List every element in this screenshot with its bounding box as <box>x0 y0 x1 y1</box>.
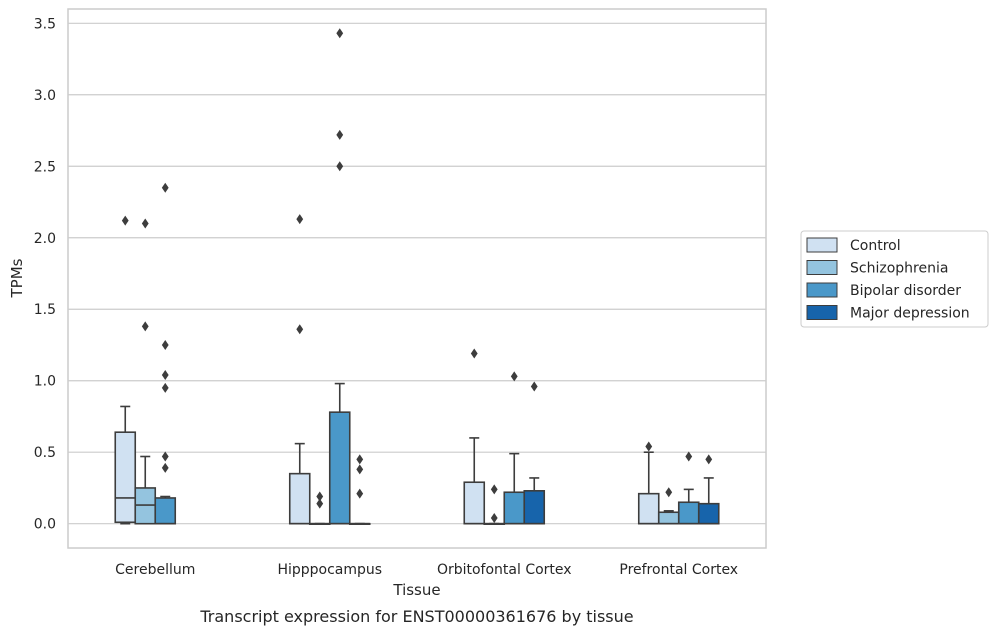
legend-swatch <box>806 260 838 275</box>
box-body <box>288 472 311 525</box>
outlier-point <box>296 214 304 225</box>
gridlines <box>68 22 766 525</box>
legend-label: Bipolar disorder <box>850 283 961 299</box>
y-tick-label: 2.5 <box>34 159 56 175</box>
x-tick-label: Orbitofontal Cortex <box>437 562 572 578</box>
outlier-point <box>645 441 653 452</box>
box-2-3 <box>523 381 546 525</box>
box-2-0 <box>463 348 486 525</box>
outlier-point <box>161 370 169 381</box>
outlier-point <box>161 382 169 393</box>
box-plot-series <box>114 28 720 525</box>
outlier-point <box>510 371 518 382</box>
chart-caption: Transcript expression for ENST0000036167… <box>199 607 633 626</box>
box-body <box>503 491 526 525</box>
box-3-2 <box>677 451 700 525</box>
outlier-point <box>336 28 344 39</box>
outlier-point <box>161 182 169 193</box>
x-tick-label: Cerebellum <box>115 562 195 578</box>
box-1-2 <box>328 28 351 525</box>
box-1-0 <box>288 214 311 525</box>
legend-swatch <box>806 305 838 320</box>
legend: Control Schizophrenia Bipolar disorder Majo… <box>800 230 989 328</box>
box-body <box>677 501 700 525</box>
outlier-point <box>161 451 169 462</box>
y-tick-label: 1.5 <box>34 302 56 318</box>
outlier-point <box>356 464 364 475</box>
y-tick-label: 3.0 <box>34 88 56 104</box>
legend-swatch <box>806 237 838 253</box>
box-0-1 <box>134 218 157 525</box>
outlier-point <box>336 129 344 140</box>
x-tick-label: Hipppocampus <box>277 562 382 578</box>
y-tick-label: 3.5 <box>34 16 56 32</box>
y-tick-label: 2.0 <box>34 231 56 247</box>
y-tick-label: 0.5 <box>34 445 56 461</box>
legend-swatch <box>806 282 838 298</box>
outlier-point <box>665 487 673 498</box>
box-1-3 <box>348 454 371 525</box>
box-body <box>114 431 137 524</box>
outlier-point <box>141 321 149 332</box>
box-3-1 <box>657 487 680 525</box>
box-0-0 <box>114 215 137 525</box>
legend-frame <box>800 230 989 328</box>
y-tick-labels: 0.0 0.5 1.0 1.5 2.0 2.5 3.0 3.5 <box>34 16 56 532</box>
outlier-point <box>296 324 304 335</box>
outlier-point <box>705 454 713 465</box>
box-body <box>463 481 486 525</box>
outlier-point <box>356 488 364 499</box>
box-body <box>328 411 351 525</box>
outlier-point <box>316 498 324 509</box>
legend-label: Control <box>850 238 901 254</box>
x-tick-labels: Cerebellum Hipppocampus Orbitofontal Corte… <box>115 562 738 578</box>
box-body <box>523 490 546 525</box>
x-tick-label: Prefrontal Cortex <box>619 562 738 578</box>
box-body <box>154 497 177 525</box>
y-axis-title: TPMs <box>8 258 26 298</box>
outlier-point <box>470 348 478 359</box>
outlier-point <box>490 484 498 495</box>
outlier-point <box>141 218 149 229</box>
y-tick-label: 1.0 <box>34 374 56 390</box>
outlier-point <box>356 454 364 465</box>
outlier-point <box>161 462 169 473</box>
outlier-point <box>530 381 538 392</box>
outlier-point <box>316 491 324 502</box>
box-2-2 <box>503 371 526 525</box>
outlier-point <box>121 215 129 226</box>
legend-label: Schizophrenia <box>850 261 948 277</box>
outlier-point <box>490 512 498 523</box>
outlier-point <box>685 451 693 462</box>
box-3-3 <box>697 454 720 525</box>
outlier-point <box>336 161 344 172</box>
box-body <box>697 502 720 525</box>
legend-label: Major depression <box>850 306 970 322</box>
box-body <box>637 492 660 525</box>
box-0-2 <box>154 182 177 525</box>
plot-frame <box>67 8 767 549</box>
outlier-point <box>161 339 169 350</box>
y-tick-label: 0.0 <box>34 517 56 533</box>
x-axis-title: Tissue <box>392 581 440 599</box>
box-body <box>657 511 680 525</box>
box-3-0 <box>637 441 660 525</box>
